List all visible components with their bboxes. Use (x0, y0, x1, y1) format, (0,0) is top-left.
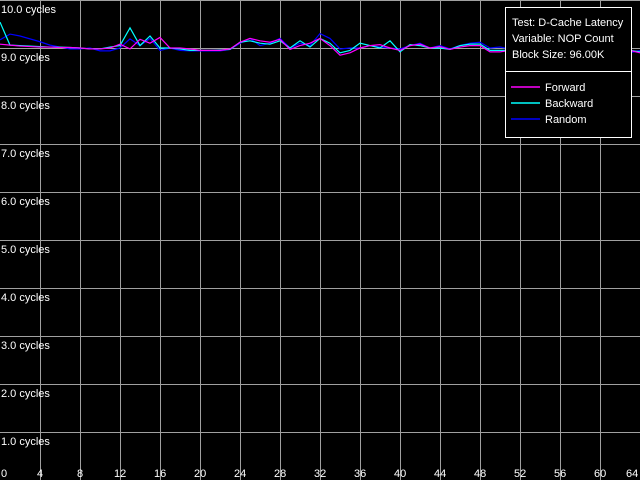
x-tick-label: 28 (274, 468, 286, 480)
x-tick-label: 56 (554, 468, 566, 480)
x-tick-label: 52 (514, 468, 526, 480)
x-tick-label: 20 (194, 468, 206, 480)
x-tick-label: 4 (37, 468, 43, 480)
x-tick-label: 60 (594, 468, 606, 480)
legend-label-backward: Backward (545, 98, 593, 110)
info-variable: Variable: NOP Count (512, 33, 614, 45)
x-tick-label: 64 (626, 468, 638, 480)
x-tick-label: 12 (114, 468, 126, 480)
y-tick-label: 5.0 cycles (1, 244, 50, 256)
legend-box: Test: D-Cache Latency Variable: NOP Coun… (505, 7, 632, 138)
y-tick-label: 6.0 cycles (1, 196, 50, 208)
y-tick-label: 4.0 cycles (1, 292, 50, 304)
legend-frame (505, 7, 632, 138)
legend-label-random: Random (545, 114, 587, 126)
x-tick-label: 32 (314, 468, 326, 480)
y-tick-label: 1.0 cycles (1, 436, 50, 448)
x-tick-label: 40 (394, 468, 406, 480)
y-tick-label: 2.0 cycles (1, 388, 50, 400)
x-tick-label: 0 (1, 468, 7, 480)
x-axis-labels: 0 4 8 12 16 20 24 28 32 36 40 44 48 52 56 60 64 (1, 468, 638, 480)
info-block-size: Block Size: 96.00K (512, 49, 605, 61)
x-tick-label: 48 (474, 468, 486, 480)
x-tick-label: 36 (354, 468, 366, 480)
y-tick-label: 10.0 cycles (1, 4, 57, 16)
y-tick-label: 3.0 cycles (1, 340, 50, 352)
info-test: Test: D-Cache Latency (512, 17, 624, 29)
x-tick-label: 44 (434, 468, 446, 480)
y-tick-label: 8.0 cycles (1, 100, 50, 112)
x-tick-label: 16 (154, 468, 166, 480)
x-tick-label: 8 (77, 468, 83, 480)
x-tick-label: 24 (234, 468, 246, 480)
y-axis-labels: 1.0 cycles 2.0 cycles 3.0 cycles 4.0 cycles… (1, 4, 57, 448)
y-tick-label: 9.0 cycles (1, 52, 50, 64)
legend-label-forward: Forward (545, 82, 585, 94)
y-tick-label: 7.0 cycles (1, 148, 50, 160)
